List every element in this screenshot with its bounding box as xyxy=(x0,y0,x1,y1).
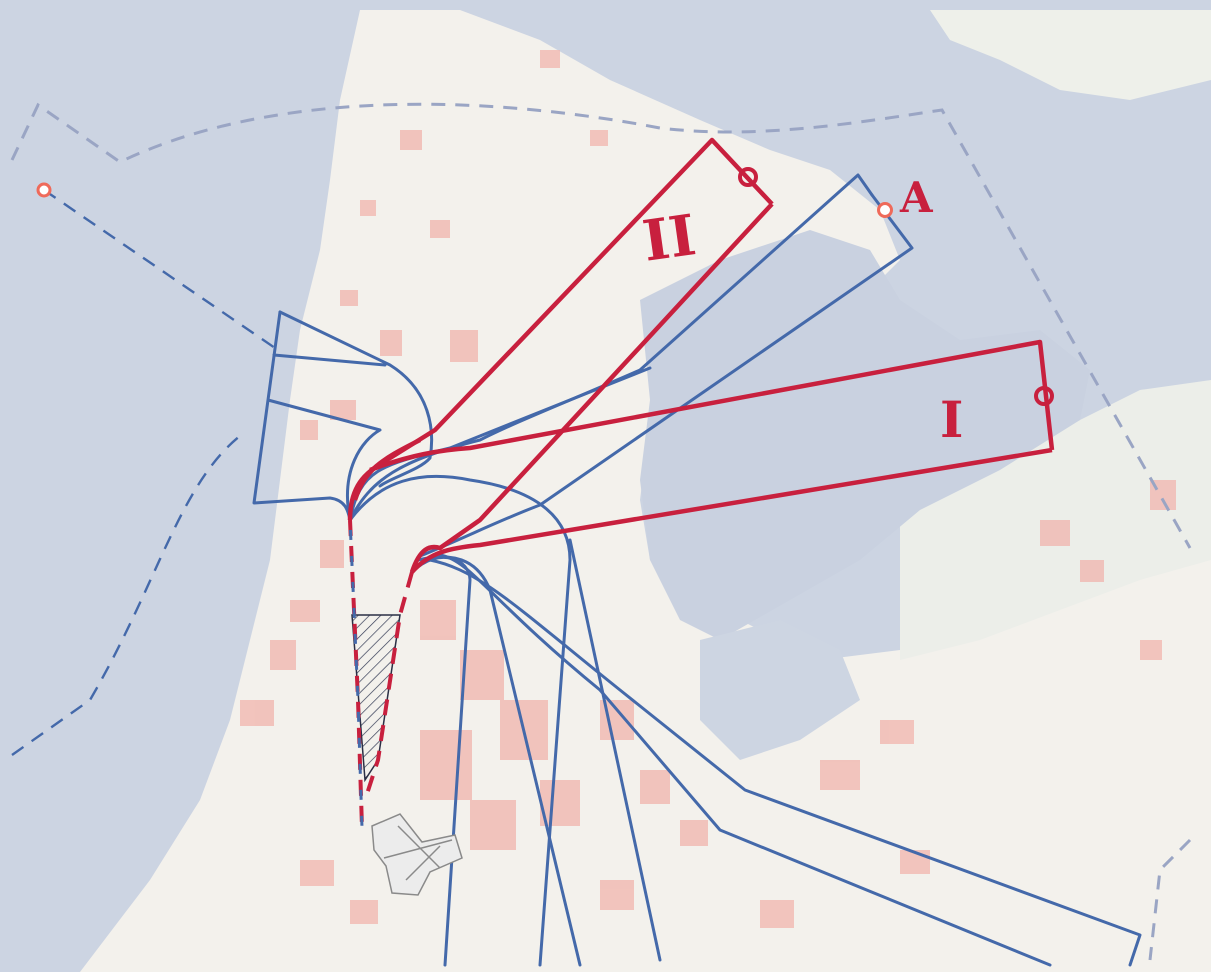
point-markers xyxy=(36,167,1054,406)
blue-fan-link xyxy=(272,353,387,367)
airspace-boundary xyxy=(10,102,1192,961)
departure-trunk xyxy=(348,519,414,829)
corridor-i-south xyxy=(410,447,1053,574)
blue-south-3 xyxy=(348,474,572,967)
airport-runway-icon xyxy=(371,813,463,896)
boundary-bottom-right xyxy=(1148,838,1192,961)
red-corridors xyxy=(347,137,1055,574)
land-north-coast xyxy=(930,10,1211,100)
blue-southeast-2 xyxy=(428,558,1142,967)
corridor-ii-south xyxy=(409,202,774,573)
blue-southeast-1 xyxy=(438,553,1052,967)
corridor-i-north xyxy=(369,339,1055,473)
dashed-path-west xyxy=(11,431,246,756)
label-zone-i: I xyxy=(940,390,963,449)
water-inner-lake xyxy=(640,230,1090,640)
label-point-a: A xyxy=(899,173,934,222)
label-zone-ii: II xyxy=(639,202,700,275)
trunk-east xyxy=(363,571,414,801)
boundary-top-arc xyxy=(10,102,1192,549)
marker-northwest-icon xyxy=(36,182,52,198)
trunk-west xyxy=(348,519,364,829)
marker-zone-ii-icon xyxy=(738,167,758,187)
blue-south-4 xyxy=(568,538,662,962)
marker-zone-i-icon xyxy=(1034,386,1054,406)
blue-fan-west-upper xyxy=(278,310,434,488)
marker-point-a-icon xyxy=(877,202,893,218)
water-east-lake xyxy=(700,620,860,760)
approach-dashed-paths xyxy=(11,189,276,756)
